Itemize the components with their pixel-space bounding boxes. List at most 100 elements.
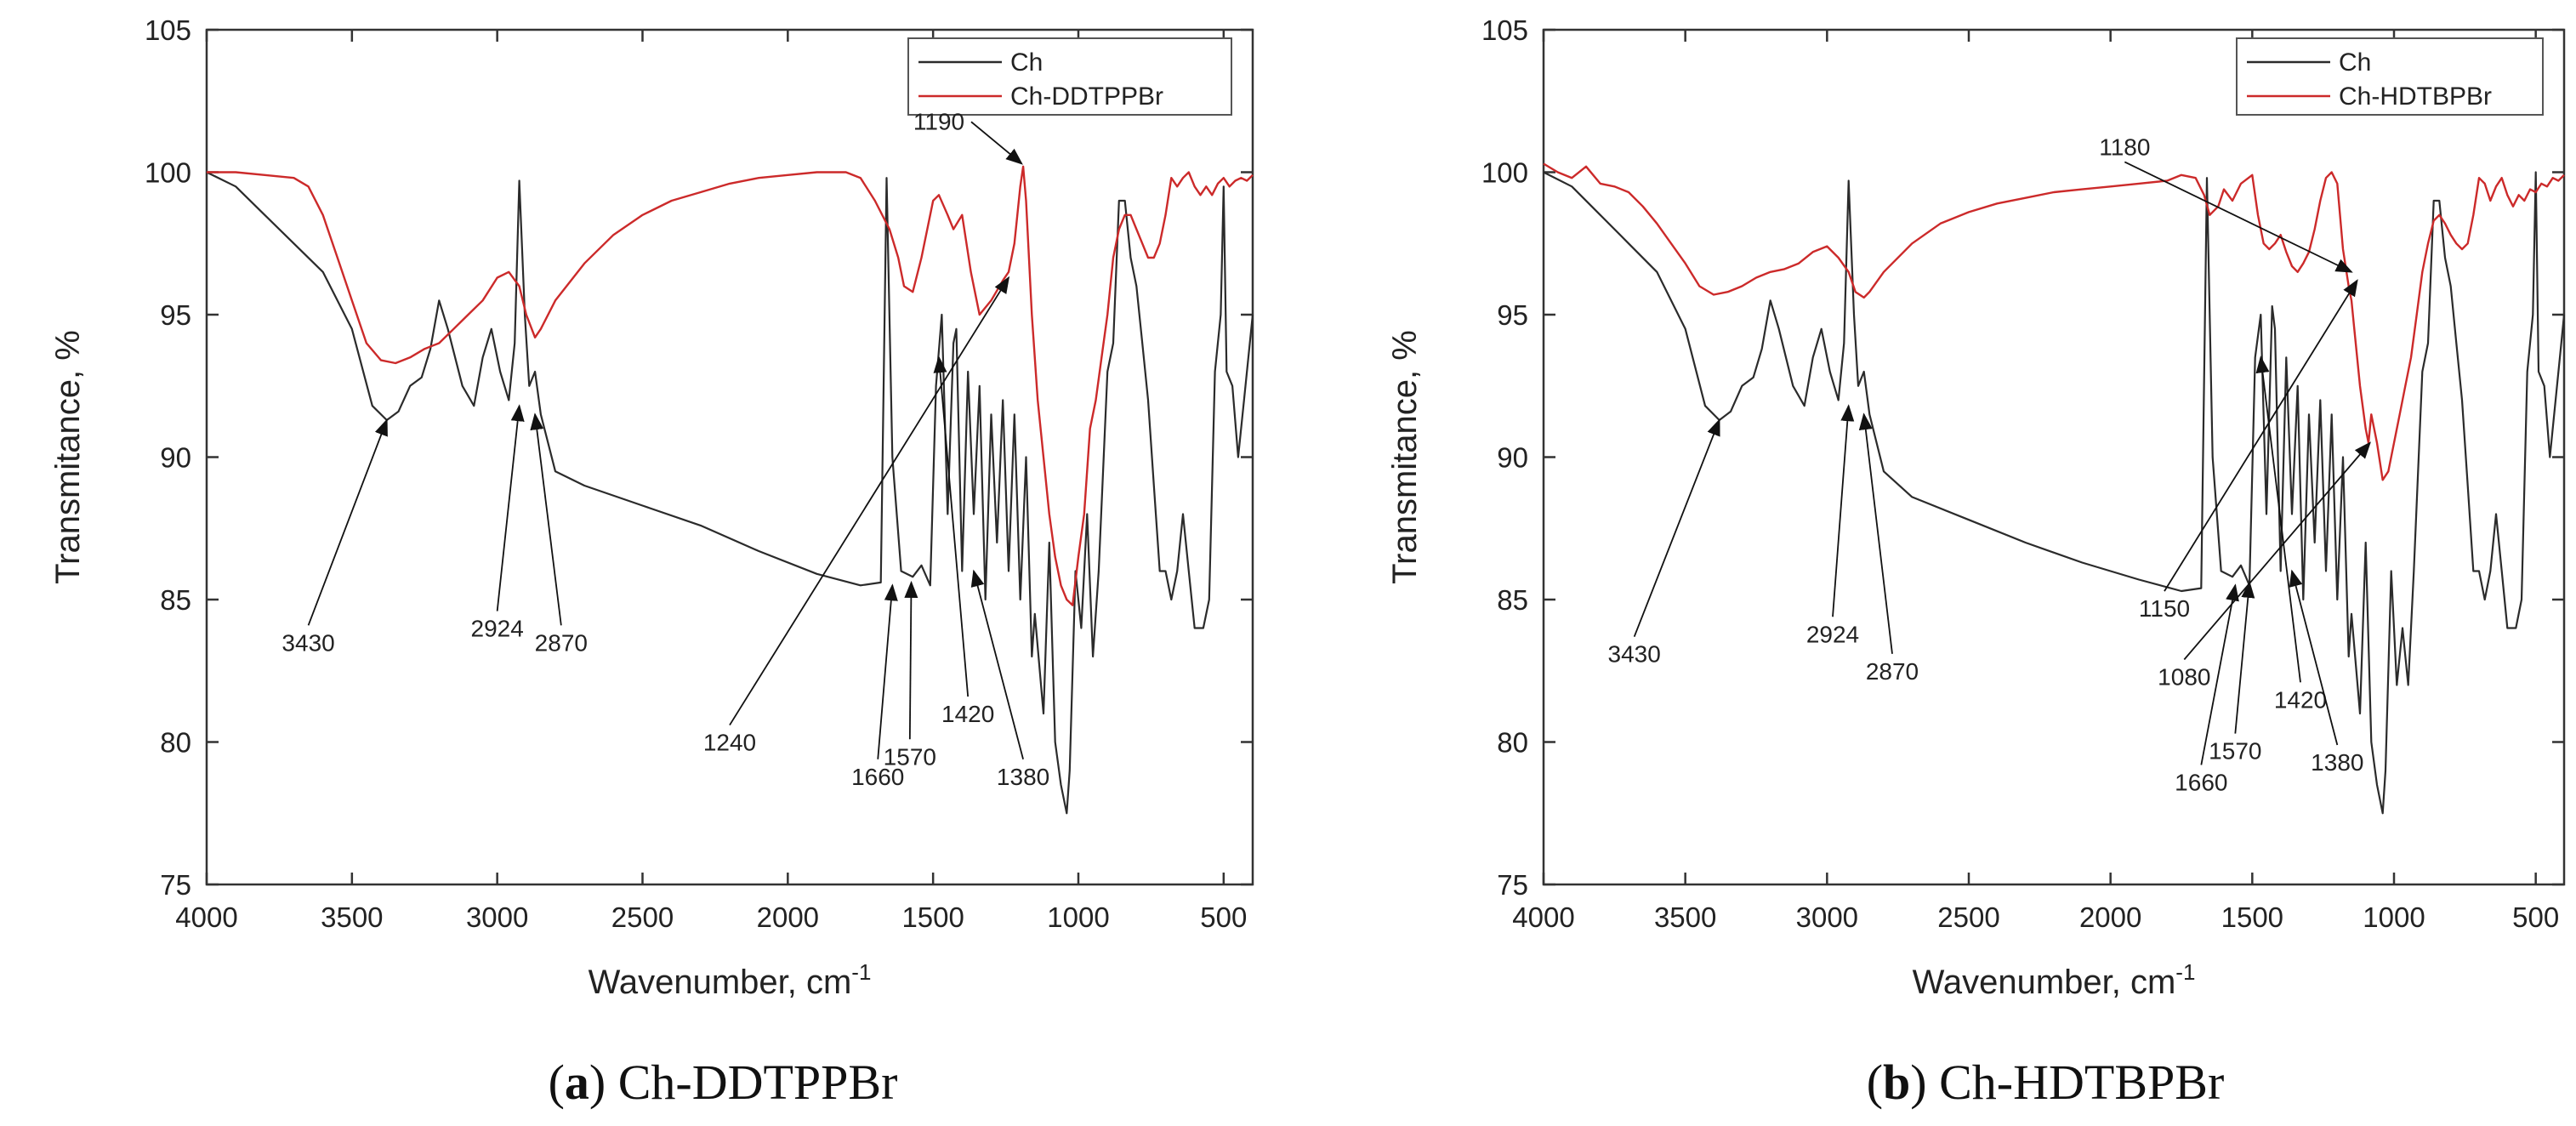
- y-tick-label: 95: [160, 299, 191, 331]
- peak-annotation-label: 1080: [2158, 664, 2210, 691]
- x-axis-title-superscript: -1: [851, 959, 871, 985]
- peak-annotation-arrow: [970, 569, 1024, 759]
- x-tick-label: 1500: [2221, 901, 2283, 933]
- peak-annotation-label: 2870: [535, 629, 588, 656]
- x-tick-label: 3500: [321, 901, 383, 933]
- x-tick-label: 3500: [1654, 901, 1716, 933]
- peak-annotation-label: 1570: [884, 743, 936, 770]
- y-axis-title: Transmitance, %: [49, 330, 87, 584]
- peak-annotation-arrow: [2234, 580, 2255, 734]
- series-line-ch: [1543, 171, 2566, 815]
- y-tick-label: 75: [160, 869, 191, 901]
- caption-name: Ch-DDTPPBr: [618, 1055, 898, 1110]
- x-tick-label: 2000: [757, 901, 819, 933]
- peak-annotation-label: 1240: [703, 730, 756, 756]
- peak-annotation-label: 2924: [471, 616, 524, 642]
- panel-caption: (b) Ch-HDTBPBr: [1867, 1055, 2225, 1110]
- legend-label: Ch: [1010, 48, 1043, 77]
- peak-annotation-arrow: [729, 276, 1010, 726]
- x-tick-label: 500: [2512, 901, 2559, 933]
- peak-annotation-label: 1420: [2274, 686, 2327, 713]
- peak-annotation-arrow: [1633, 418, 1720, 638]
- x-tick-label: 3000: [1796, 901, 1858, 933]
- x-tick-label: 1500: [901, 901, 964, 933]
- legend-label: Ch-HDTBPBr: [2339, 82, 2492, 111]
- series-line-ch-ddtppbr: [207, 165, 1254, 606]
- x-tick-label: 3000: [466, 901, 528, 933]
- peak-annotation-label: 1380: [997, 764, 1049, 790]
- x-axis-title-text: Wavenumber, cm: [1913, 964, 2176, 1001]
- peak-annotation-label: 1180: [2099, 134, 2150, 160]
- caption-close-paren: ): [589, 1055, 618, 1110]
- peak-annotation-arrow: [2164, 279, 2358, 592]
- x-tick-label: 1000: [2363, 901, 2425, 933]
- peak-annotation-arrow: [970, 121, 1023, 165]
- peak-annotation-arrow: [1832, 404, 1855, 617]
- peak-annotation-label: 1150: [2139, 595, 2190, 622]
- peak-annotation-arrow: [496, 404, 525, 611]
- y-tick-label: 75: [1497, 869, 1528, 901]
- caption-open-paren: (: [1867, 1055, 1883, 1110]
- peak-annotation-arrow: [2183, 441, 2371, 661]
- series-line-ch: [206, 171, 1254, 815]
- legend-box: [907, 37, 1232, 116]
- caption-letter: b: [1883, 1055, 1910, 1110]
- peak-annotation-arrow: [2124, 161, 2353, 273]
- peak-annotation-label: 1660: [851, 764, 904, 790]
- y-axis-title: Transmitance, %: [1386, 330, 1424, 584]
- peak-annotation-arrow: [530, 412, 562, 626]
- y-tick-label: 85: [1497, 584, 1528, 616]
- y-tick-label: 85: [160, 584, 191, 616]
- x-tick-label: 2500: [611, 901, 674, 933]
- y-tick-label: 100: [1481, 157, 1528, 189]
- peak-annotation-label: 3430: [281, 629, 334, 656]
- panel-b: 75 80 85 90 95 100 105 4000 3500 3000 2500 2000 1500…: [1386, 14, 2566, 1110]
- legend-label: Ch-DDTPPBr: [1010, 82, 1163, 111]
- y-tick-label: 105: [1481, 14, 1528, 46]
- x-tick-label: 4000: [1512, 901, 1574, 933]
- peak-annotation-arrow: [307, 418, 388, 626]
- peak-annotation-label: 1420: [941, 701, 994, 727]
- x-axis-title-text: Wavenumber, cm: [589, 964, 852, 1001]
- peak-annotation-arrow: [877, 583, 898, 759]
- y-tick-label: 90: [1497, 442, 1528, 474]
- panel-caption: (a) Ch-DDTPPBr: [549, 1055, 898, 1110]
- x-tick-label: 4000: [175, 901, 237, 933]
- peak-annotation-label: 2870: [1866, 658, 1919, 685]
- peak-annotation-arrow: [2255, 355, 2301, 683]
- legend-label: Ch: [2339, 48, 2371, 77]
- peak-annotation-arrow: [2200, 583, 2239, 765]
- caption-close-paren: ): [1910, 1055, 1939, 1110]
- caption-name: Ch-HDTBPBr: [1939, 1055, 2224, 1110]
- plot-frame: [1542, 28, 2566, 886]
- y-tick-label: 105: [145, 14, 191, 46]
- peak-annotation-label: 3430: [1608, 641, 1661, 668]
- x-tick-label: 1000: [1047, 901, 1109, 933]
- caption-open-paren: (: [549, 1055, 565, 1110]
- peak-annotation-label: 1660: [2175, 769, 2227, 795]
- x-tick-label: 2000: [2079, 901, 2141, 933]
- series-line-ch-hdtbpbr: [1543, 162, 2565, 481]
- peak-annotation-label: 2924: [1806, 621, 1859, 647]
- peak-annotation-arrow: [1858, 412, 1893, 654]
- plot-frame: [205, 28, 1254, 886]
- peak-annotation-arrow: [933, 355, 970, 697]
- x-tick-label: 500: [1200, 901, 1247, 933]
- legend-box: [2236, 37, 2544, 116]
- peak-annotation-label: 1570: [2209, 738, 2261, 765]
- y-tick-label: 95: [1497, 299, 1528, 331]
- peak-annotation-arrow: [904, 580, 918, 740]
- x-tick-label: 2500: [1937, 901, 1999, 933]
- caption-letter: a: [565, 1055, 589, 1110]
- y-tick-label: 100: [145, 157, 191, 189]
- panel-a: 75 80 85 90 95 100 105 4000 3500 3000 2500 2000 1500…: [49, 14, 1254, 1110]
- x-axis-title: Wavenumber, cm-1: [589, 959, 872, 1001]
- x-axis-title-superscript: -1: [2175, 959, 2195, 985]
- y-tick-label: 90: [160, 442, 191, 474]
- peak-annotation-arrow: [2289, 569, 2339, 746]
- y-tick-label: 80: [160, 727, 191, 759]
- peak-annotation-label: 1190: [913, 108, 964, 134]
- peak-annotation-label: 1380: [2311, 749, 2363, 776]
- y-tick-label: 80: [1497, 727, 1528, 759]
